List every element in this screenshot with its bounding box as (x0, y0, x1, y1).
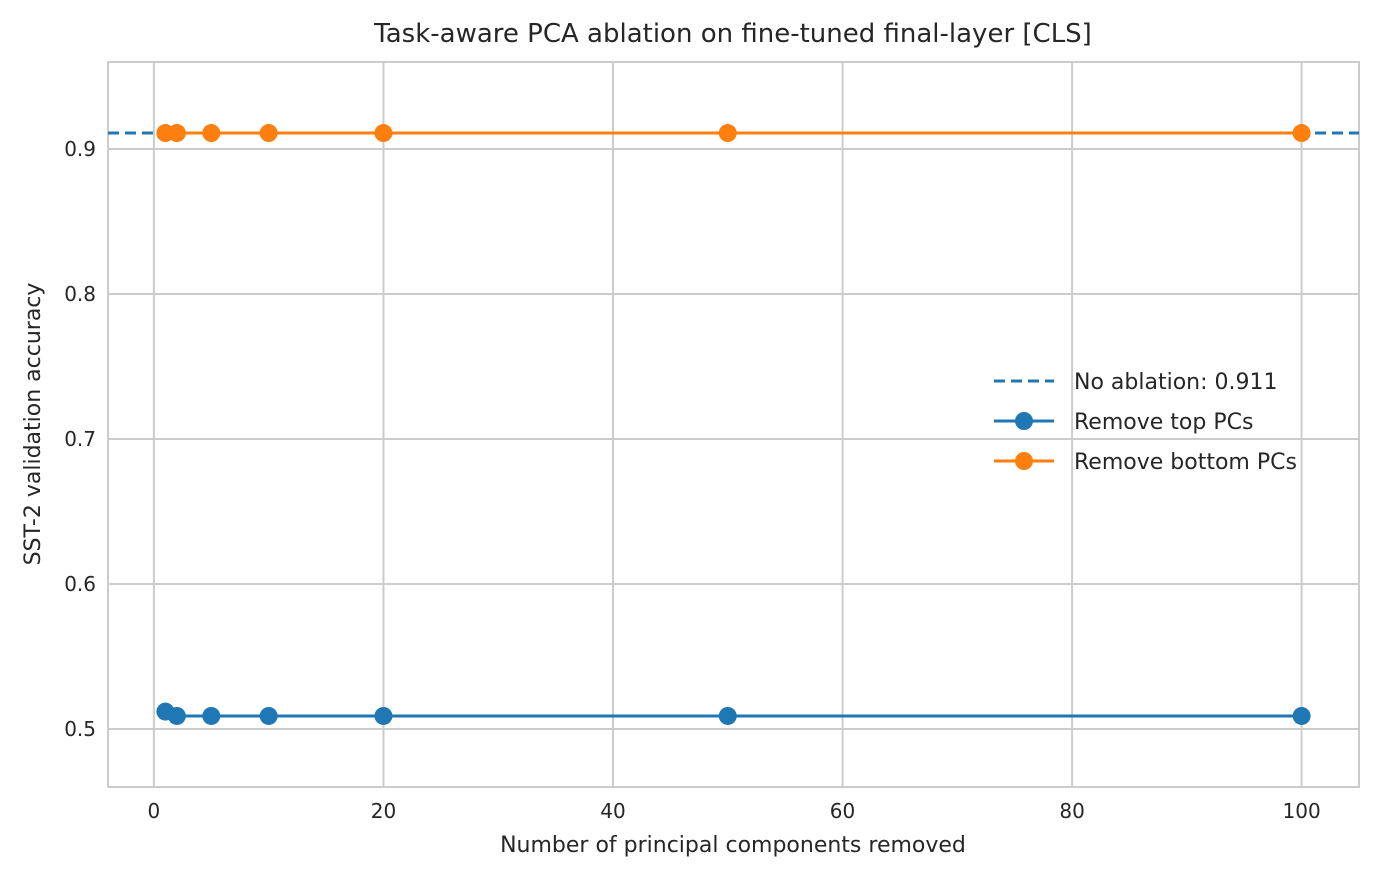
legend-label-top-pcs: Remove top PCs (1074, 410, 1253, 435)
data-point-top-pcs (167, 706, 186, 725)
data-point-top-pcs (1292, 706, 1311, 725)
legend-marker-bottom-pcs (1015, 452, 1033, 470)
data-point-bottom-pcs (167, 124, 186, 143)
legend: No ablation: 0.911 Remove top PCs Remove… (994, 370, 1297, 475)
y-tick-label: 0.9 (64, 137, 96, 161)
x-tick-label: 40 (600, 799, 625, 823)
x-tick-label: 20 (371, 799, 396, 823)
x-axis-label: Number of principal components removed (500, 833, 966, 858)
data-point-bottom-pcs (202, 124, 221, 143)
y-tick-label: 0.8 (64, 282, 96, 306)
data-point-bottom-pcs (374, 124, 393, 143)
data-point-top-pcs (259, 706, 278, 725)
y-tick-label: 0.6 (64, 572, 96, 596)
chart-title: Task-aware PCA ablation on fine-tuned fi… (373, 19, 1092, 49)
tick-labels: 0 20 40 60 80 100 0.5 0.6 0.7 0.8 0.9 (64, 137, 1321, 823)
legend-label-baseline: No ablation: 0.911 (1074, 370, 1277, 395)
y-tick-label: 0.7 (64, 427, 96, 451)
x-tick-label: 60 (830, 799, 855, 823)
data-point-bottom-pcs (1292, 124, 1311, 143)
data-point-top-pcs (718, 706, 737, 725)
legend-marker-top-pcs (1015, 412, 1033, 430)
y-tick-label: 0.5 (64, 717, 96, 741)
legend-label-bottom-pcs: Remove bottom PCs (1074, 450, 1297, 475)
x-tick-label: 0 (148, 799, 161, 823)
plot-frame (107, 61, 1360, 788)
data-point-bottom-pcs (259, 124, 278, 143)
data-point-top-pcs (202, 706, 221, 725)
data-point-top-pcs (374, 706, 393, 725)
x-tick-label: 100 (1283, 799, 1321, 823)
series (156, 124, 1311, 725)
grid (108, 62, 1359, 787)
data-point-bottom-pcs (718, 124, 737, 143)
x-tick-label: 80 (1059, 799, 1084, 823)
y-axis-label: SST-2 validation accuracy (21, 283, 46, 566)
